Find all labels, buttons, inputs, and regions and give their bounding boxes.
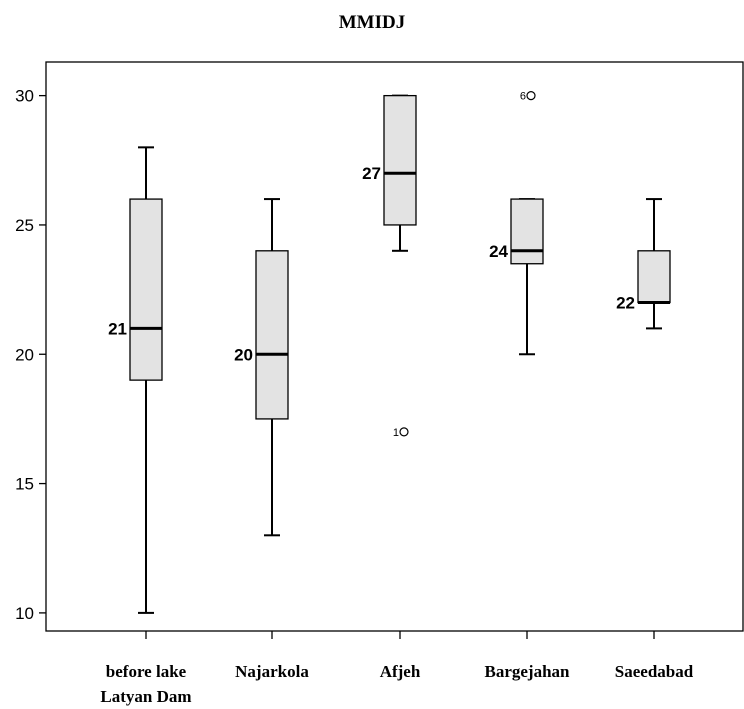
outlier-point xyxy=(399,427,409,437)
x-tick-label: Najarkola xyxy=(235,662,309,681)
y-tick-label: 25 xyxy=(15,216,34,235)
x-tick-label: Latyan Dam xyxy=(100,687,191,706)
chart-title: MMIDJ xyxy=(338,12,406,33)
box-3: 27 1 xyxy=(362,94,417,439)
median-label: 27 xyxy=(362,164,381,183)
box-1: 21 xyxy=(108,146,163,614)
axes: 10 15 20 25 30 xyxy=(15,61,744,639)
outlier-point xyxy=(526,91,536,101)
labels: before lake Latyan Dam Najarkola Afjeh Barge… xyxy=(100,662,693,706)
median-label: 20 xyxy=(234,345,253,364)
outlier-label: 1 xyxy=(393,427,399,439)
median-label: 22 xyxy=(616,294,635,313)
median-label: 21 xyxy=(108,319,127,338)
x-tick-label: Bargejahan xyxy=(485,662,571,681)
x-tick-label: Saeedabad xyxy=(615,662,694,681)
y-tick-label: 20 xyxy=(15,345,34,364)
plot-frame xyxy=(45,61,744,632)
iqr-box xyxy=(383,94,417,226)
iqr-box xyxy=(255,250,289,420)
x-tick-label: before lake xyxy=(106,662,187,681)
boxes: 21 20 27 1 24 6 22 xyxy=(108,91,671,614)
y-tick-label: 30 xyxy=(15,87,34,106)
iqr-box xyxy=(129,198,163,381)
y-tick-label: 15 xyxy=(15,475,34,494)
box-5: 22 xyxy=(616,198,671,330)
outlier-label: 6 xyxy=(520,91,526,103)
box-2: 20 xyxy=(234,198,289,537)
median-label: 24 xyxy=(489,242,508,261)
iqr-box xyxy=(510,198,544,265)
x-tick-label: Afjeh xyxy=(380,662,421,681)
iqr-box xyxy=(637,250,671,304)
box-4: 24 6 xyxy=(489,91,544,356)
y-tick-label: 10 xyxy=(15,604,34,623)
